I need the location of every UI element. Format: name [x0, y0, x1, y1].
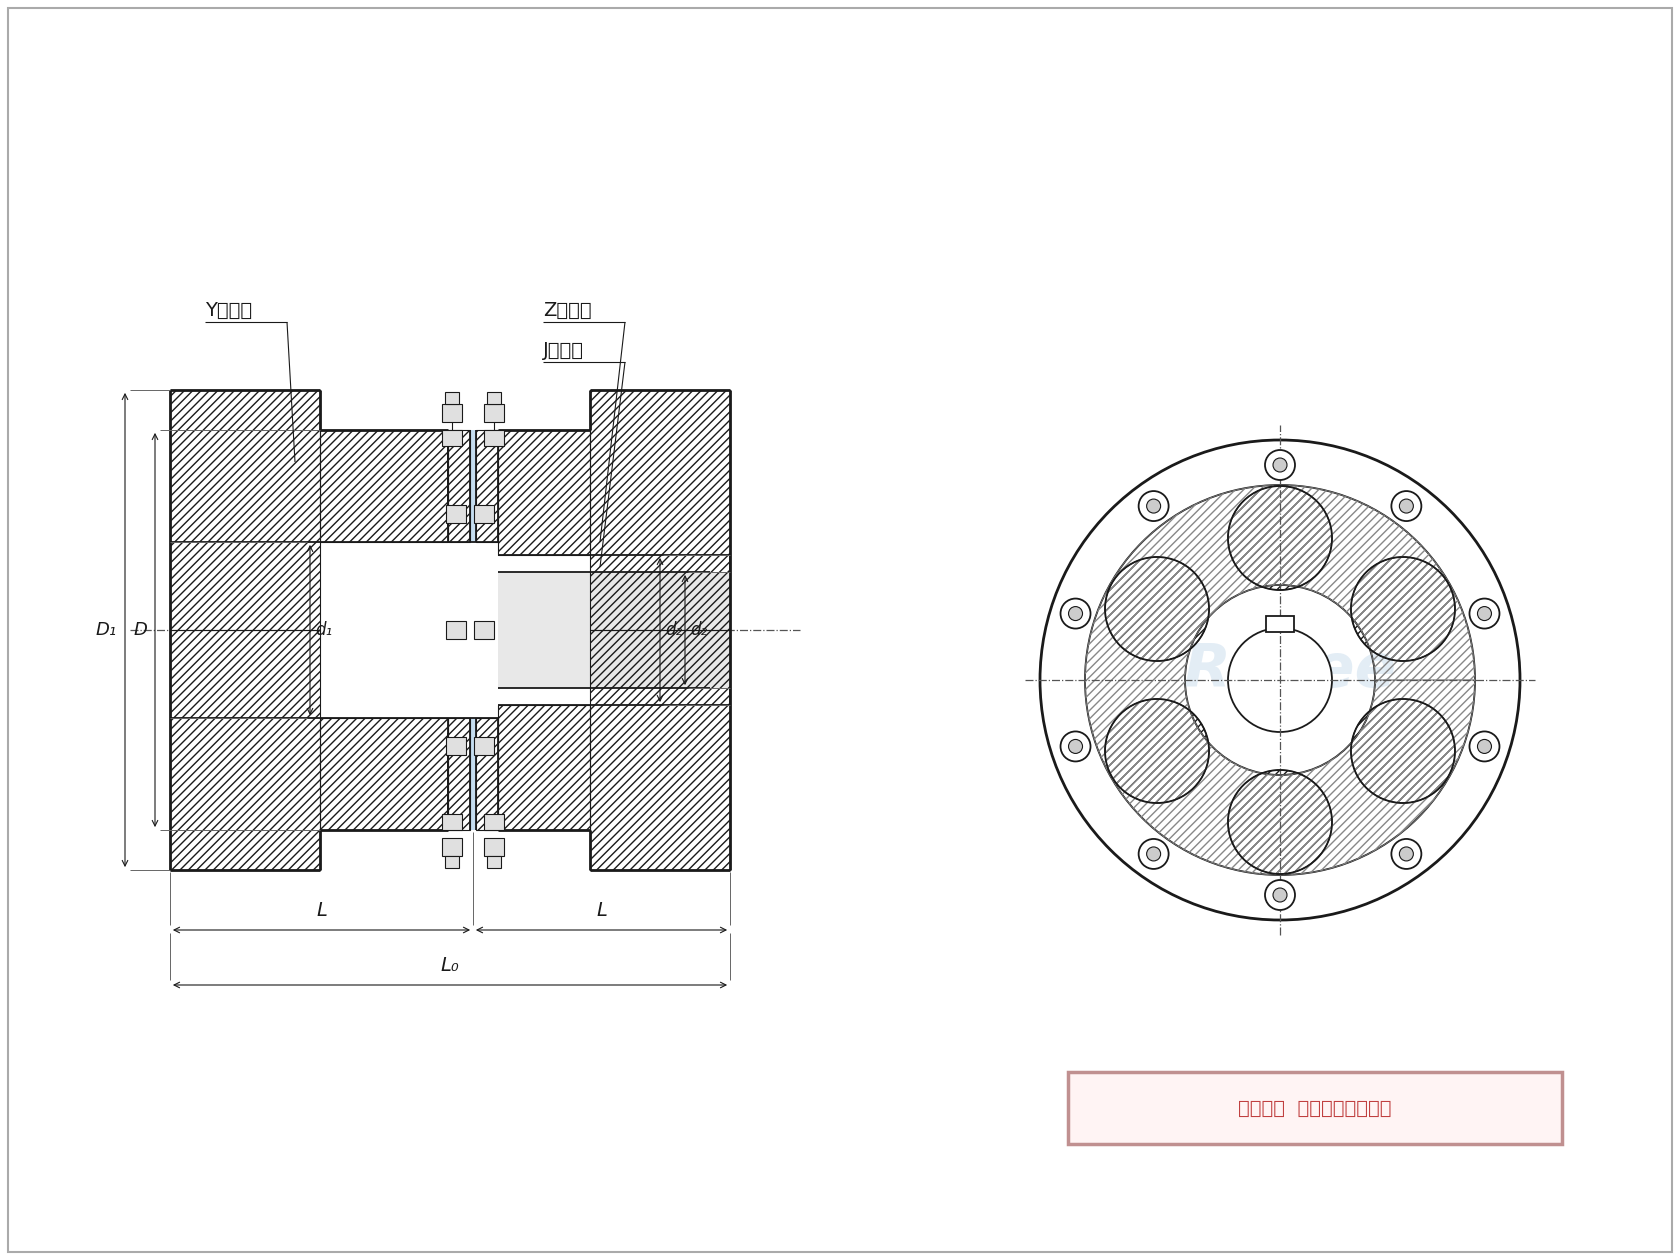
- Bar: [487, 856, 501, 868]
- Circle shape: [1139, 491, 1169, 522]
- Text: D₁: D₁: [96, 621, 118, 639]
- Text: J型轴孔: J型轴孔: [543, 341, 585, 360]
- Text: RoKee: RoKee: [1183, 640, 1396, 699]
- Text: d₂: d₂: [665, 621, 682, 639]
- Text: L: L: [316, 901, 328, 920]
- Text: d₂: d₂: [690, 621, 707, 639]
- Bar: [487, 392, 501, 404]
- Circle shape: [1477, 740, 1492, 753]
- Text: Z型轴孔: Z型轴孔: [543, 301, 591, 320]
- Circle shape: [1068, 740, 1082, 753]
- Circle shape: [1470, 598, 1500, 629]
- Circle shape: [1147, 499, 1161, 513]
- Bar: [474, 737, 494, 755]
- Circle shape: [1139, 839, 1169, 869]
- Text: D: D: [133, 621, 148, 639]
- Circle shape: [1470, 732, 1500, 761]
- Bar: [445, 505, 465, 523]
- Circle shape: [1060, 732, 1090, 761]
- Circle shape: [1228, 627, 1332, 732]
- Circle shape: [1265, 879, 1295, 910]
- Text: Y型轴孔: Y型轴孔: [205, 301, 252, 320]
- Text: L₀: L₀: [440, 956, 459, 975]
- Bar: [442, 430, 462, 446]
- Circle shape: [1399, 847, 1413, 861]
- Bar: [1267, 616, 1294, 633]
- Circle shape: [1273, 457, 1287, 472]
- Bar: [442, 814, 462, 830]
- Bar: [170, 542, 449, 718]
- Bar: [165, 386, 736, 874]
- Bar: [449, 542, 497, 718]
- Bar: [484, 430, 504, 446]
- Text: 版权所有  侵权必被严厉追究: 版权所有 侵权必被严厉追究: [1238, 1099, 1391, 1118]
- Bar: [484, 838, 504, 856]
- Bar: [442, 404, 462, 422]
- Circle shape: [1477, 606, 1492, 621]
- Bar: [442, 838, 462, 856]
- Text: R: R: [423, 580, 496, 672]
- Bar: [497, 572, 731, 688]
- Bar: [474, 505, 494, 523]
- Bar: [484, 814, 504, 830]
- Bar: [484, 404, 504, 422]
- Circle shape: [1273, 888, 1287, 902]
- Circle shape: [1265, 450, 1295, 480]
- Circle shape: [1399, 499, 1413, 513]
- Bar: [474, 621, 494, 639]
- Circle shape: [1391, 839, 1421, 869]
- Bar: [445, 621, 465, 639]
- Bar: [445, 856, 459, 868]
- Text: RoKee: RoKee: [260, 573, 600, 667]
- Bar: [445, 737, 465, 755]
- Bar: [470, 430, 475, 830]
- Text: d₁: d₁: [316, 621, 333, 639]
- FancyBboxPatch shape: [1068, 1072, 1562, 1144]
- Circle shape: [1068, 606, 1082, 621]
- Circle shape: [1391, 491, 1421, 522]
- Circle shape: [1060, 598, 1090, 629]
- Circle shape: [1147, 847, 1161, 861]
- Text: L: L: [596, 901, 606, 920]
- Bar: [497, 554, 731, 706]
- Bar: [445, 392, 459, 404]
